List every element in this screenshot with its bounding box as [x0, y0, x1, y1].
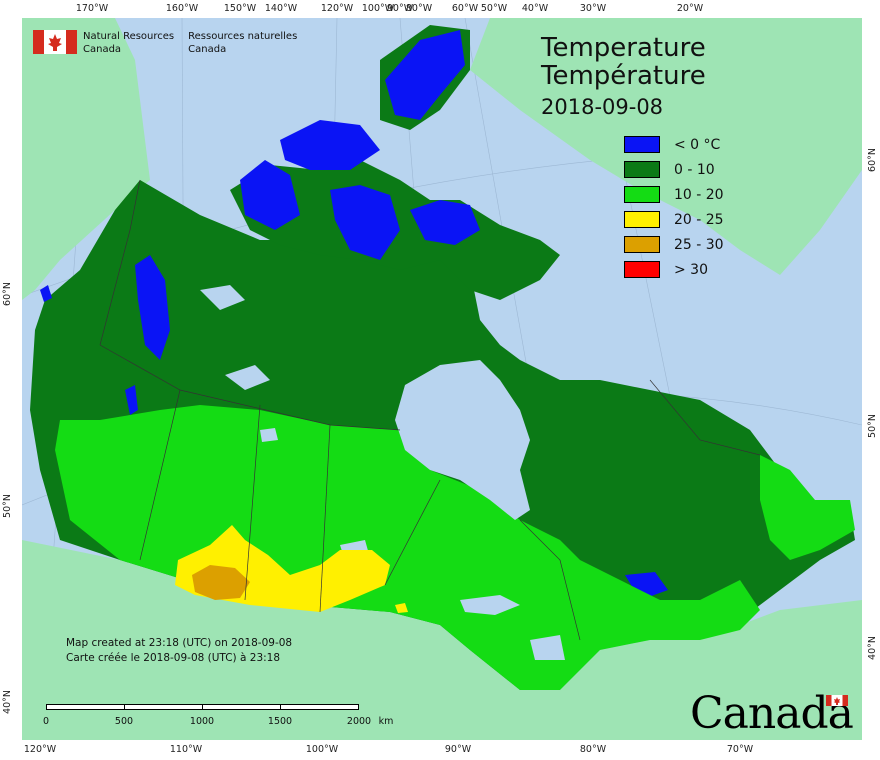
legend: < 0 °C 0 - 10 10 - 20 20 - 25 25 - 30 > … [624, 132, 724, 282]
graticule-top-label: 170°W [75, 3, 109, 14]
scale-segment [280, 704, 359, 710]
legend-label: 10 - 20 [674, 186, 724, 203]
legend-label: 20 - 25 [674, 211, 724, 228]
graticule-bottom-label: 110°W [169, 744, 203, 755]
agency-name-en-line1: Natural Resources [83, 31, 175, 42]
greenland-land [470, 18, 862, 275]
canada-flag-icon [33, 30, 77, 54]
map-title-block: Temperature Température 2018-09-08 [541, 34, 706, 122]
scale-segment [124, 704, 203, 710]
agency-name-fr-line2: Canada [188, 44, 227, 55]
graticule-right-label: 50°N [867, 414, 878, 438]
region-20-25-small [395, 603, 408, 613]
agency-name-fr-line1: Ressources naturelles [188, 31, 298, 42]
graticule-left-label: 60°N [2, 282, 13, 306]
legend-label: 25 - 30 [674, 236, 724, 253]
legend-swatch [624, 236, 660, 253]
map-title-fr: Température [541, 61, 706, 91]
graticule-top-label: 140°W [264, 3, 298, 14]
graticule-top-label: 50°W [480, 3, 508, 14]
scale-label: 0 [42, 716, 50, 727]
usa-land [22, 540, 862, 740]
graticule-top-label: 60°W [451, 3, 479, 14]
graticule-bottom-label: 70°W [726, 744, 754, 755]
scale-segment [46, 704, 125, 710]
region-25-30 [192, 565, 250, 600]
agency-name-en-line2: Canada [83, 44, 122, 55]
alaska-land [22, 18, 150, 300]
scale-bar: 0 500 1000 1500 2000 km [42, 704, 393, 727]
provincial-boundaries [99, 179, 761, 641]
graticule-left-label: 50°N [2, 494, 13, 518]
map-credits: Map created at 23:18 (UTC) on 2018-09-08… [66, 636, 292, 666]
temperature-map [22, 18, 862, 740]
legend-item: 25 - 30 [624, 232, 724, 257]
legend-label: > 30 [674, 261, 708, 278]
graticule-top-label: 120°W [320, 3, 354, 14]
graticule-bottom-label: 90°W [444, 744, 472, 755]
graticule-top-label: 160°W [165, 3, 199, 14]
legend-item: 10 - 20 [624, 182, 724, 207]
graticule-top-label: 150°W [223, 3, 257, 14]
agency-signature: Natural Resources Canada Ressources natu… [33, 30, 311, 56]
legend-swatch [624, 136, 660, 153]
legend-item: > 30 [624, 257, 724, 282]
legend-swatch [624, 261, 660, 278]
scale-unit: km [378, 716, 394, 727]
map-date: 2018-09-08 [541, 95, 664, 119]
wordmark-flag-icon [826, 691, 848, 706]
graticule-top-label: 20°W [676, 3, 704, 14]
region-below-0 [40, 30, 668, 600]
graticule-left-label: 40°N [2, 690, 13, 714]
legend-label: < 0 °C [674, 136, 721, 153]
scale-label: 2000 [346, 716, 372, 727]
graticule-right-label: 40°N [867, 636, 878, 660]
graticule-bottom-label: 120°W [23, 744, 57, 755]
legend-item: 0 - 10 [624, 157, 724, 182]
graticule-bottom-label: 80°W [579, 744, 607, 755]
legend-label: 0 - 10 [674, 161, 715, 178]
graticule-top-label: 80°W [405, 3, 433, 14]
maritimes-10-20 [760, 455, 855, 560]
scale-label: 1000 [189, 716, 215, 727]
legend-swatch [624, 211, 660, 228]
hudson-bay [395, 360, 530, 520]
legend-item: 20 - 25 [624, 207, 724, 232]
legend-swatch [624, 186, 660, 203]
map-canvas [22, 18, 862, 740]
map-title-en: Temperature [541, 33, 706, 63]
scale-segment [202, 704, 281, 710]
scale-label: 500 [114, 716, 134, 727]
legend-item: < 0 °C [624, 132, 724, 157]
legend-swatch [624, 161, 660, 178]
credit-fr: Carte créée le 2018-09-08 (UTC) à 23:18 [66, 652, 281, 664]
scale-label: 1500 [267, 716, 293, 727]
credit-en: Map created at 23:18 (UTC) on 2018-09-08 [66, 637, 293, 649]
graticule-top-label: 90°W [386, 3, 414, 14]
graticule-top-label: 100°W [361, 3, 395, 14]
graticule-bottom-label: 100°W [305, 744, 339, 755]
graticule-top-label: 40°W [521, 3, 549, 14]
graticule-right-label: 60°N [867, 148, 878, 172]
region-10-20 [55, 405, 760, 690]
graticule-top-label: 30°W [579, 3, 607, 14]
